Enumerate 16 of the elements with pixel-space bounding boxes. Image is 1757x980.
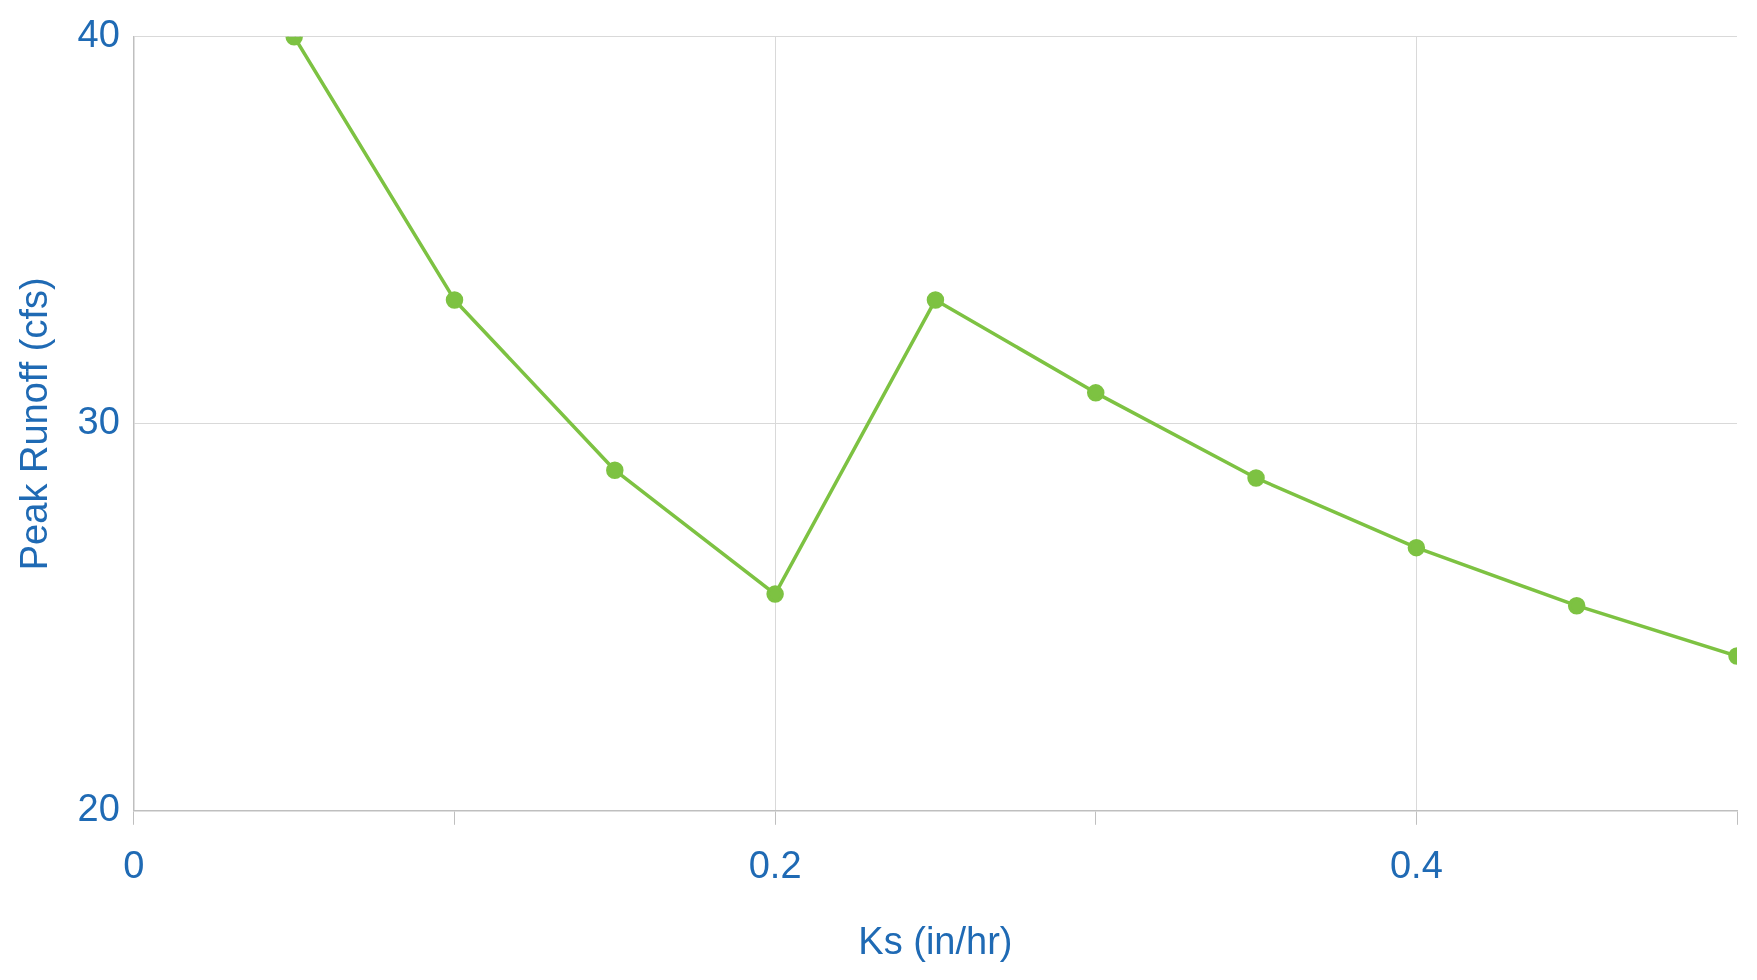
point — [1247, 469, 1265, 487]
point — [926, 291, 945, 309]
point — [445, 291, 464, 309]
x-tick-label: 0 — [123, 844, 145, 887]
point — [1407, 538, 1426, 557]
y-axis-title: Peak Runoff (cfs) — [13, 277, 56, 571]
point — [1567, 596, 1586, 615]
point — [606, 461, 624, 479]
point — [1087, 384, 1105, 402]
y-tick-label: 20 — [77, 787, 120, 830]
y-tick-label: 30 — [77, 400, 120, 443]
x-tick-label: 0.4 — [1389, 844, 1443, 887]
x-axis-title: Ks (in/hr) — [858, 919, 1013, 962]
y-tick-label: 40 — [77, 13, 120, 56]
point — [766, 585, 784, 603]
x-tick-label: 0.2 — [748, 844, 802, 887]
